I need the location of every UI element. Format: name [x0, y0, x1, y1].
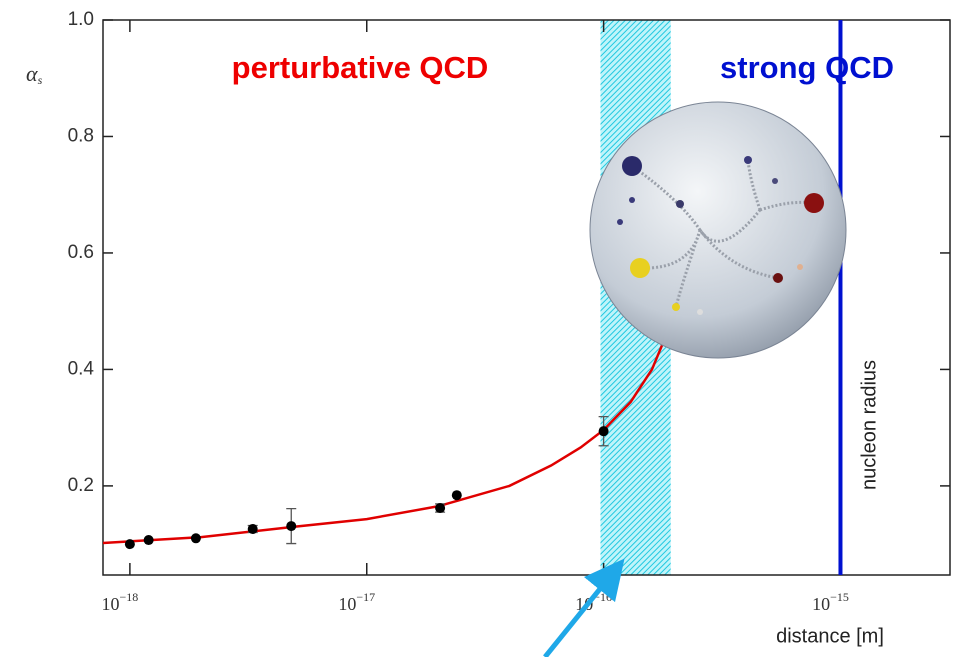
particle [797, 264, 803, 270]
page: {"chart_data": { "type": "scatter", "xsc… [0, 0, 956, 657]
data-point [452, 490, 462, 500]
annotation: strong QCD [720, 50, 894, 85]
annotation: perturbative QCD [232, 50, 489, 85]
data-point [125, 539, 135, 549]
y-axis-label: αs [26, 61, 43, 87]
x-tick-label: 10−17 [338, 590, 375, 614]
particle [804, 193, 824, 213]
pointer-arrow [545, 574, 612, 657]
particle [630, 258, 650, 278]
fit-curve [103, 340, 664, 543]
y-tick-label: 1.0 [68, 9, 94, 30]
y-tick-label: 0.2 [68, 475, 94, 496]
data-point [286, 521, 296, 531]
data-point [599, 426, 609, 436]
y-axis-subscript: s [38, 73, 43, 87]
particle [773, 273, 783, 283]
particle [672, 303, 680, 311]
y-axis-symbol: α [26, 61, 38, 86]
x-tick-base: 10 [101, 594, 119, 614]
sphere [590, 102, 846, 358]
data-point [191, 533, 201, 543]
particle [772, 178, 778, 184]
y-tick-label: 0.8 [68, 125, 94, 146]
x-axis-label: distance [m] [776, 625, 884, 647]
particle [622, 156, 642, 176]
x-tick-label: 10−18 [101, 590, 138, 614]
particle [697, 309, 703, 315]
nucleon-illustration [590, 102, 846, 358]
x-tick-exponent: −15 [830, 590, 849, 604]
y-tick-label: 0.4 [68, 358, 95, 379]
particle [744, 156, 752, 164]
x-tick-base: 10 [338, 594, 356, 614]
particle [676, 200, 684, 208]
data-point [248, 524, 258, 534]
y-tick-label: 0.6 [68, 242, 94, 263]
x-tick-exponent: −18 [119, 590, 138, 604]
nucleon-radius-label: nucleon radius [858, 360, 880, 490]
data-point [435, 503, 445, 513]
particle [629, 197, 635, 203]
x-tick-exponent: −17 [356, 590, 375, 604]
x-tick-base: 10 [812, 594, 830, 614]
data-point [144, 535, 154, 545]
particle [617, 219, 623, 225]
chart: 0.20.40.60.81.010−1810−1710−1610−15nucle… [0, 0, 956, 657]
x-tick-label: 10−15 [812, 590, 849, 614]
